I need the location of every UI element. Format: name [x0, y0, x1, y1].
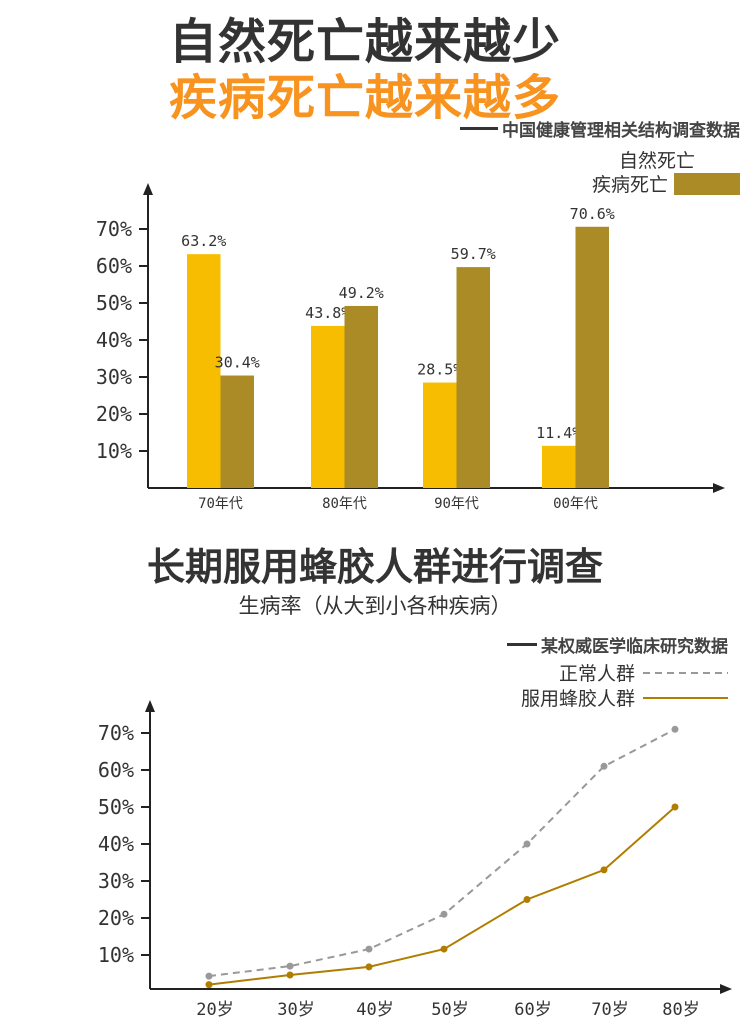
y-tick-label: 30%: [98, 869, 134, 893]
y-tick-label: 60%: [98, 758, 134, 782]
data-label: 59.7%: [451, 245, 496, 263]
source-dash: [507, 643, 537, 646]
section-subtitle: 生病率（从大到小各种疾病）: [238, 594, 512, 618]
x-tick-label: 80岁: [662, 1000, 699, 1020]
y-tick-label: 30%: [96, 365, 132, 389]
x-tick-label: 80年代: [322, 496, 367, 512]
bar: [344, 305, 378, 488]
y-tick-label: 10%: [98, 943, 134, 967]
data-point: [286, 971, 294, 979]
bar: [575, 226, 609, 488]
bar: [311, 325, 345, 488]
x-tick-label: 70年代: [198, 496, 243, 512]
y-tick-label: 70%: [96, 217, 132, 241]
data-point: [205, 972, 213, 980]
legend-label: 正常人群: [558, 663, 635, 685]
data-point: [365, 945, 373, 953]
y-tick-label: 10%: [96, 439, 132, 463]
y-tick-label: 40%: [96, 328, 132, 352]
bar: [456, 267, 490, 488]
x-tick-label: 50岁: [431, 1000, 468, 1020]
source-note-1: 中国健康管理相关结构调查数据: [460, 116, 740, 141]
data-point: [671, 803, 679, 811]
x-tick-label: 20岁: [196, 1000, 233, 1020]
x-tick-label: 30岁: [277, 1000, 314, 1020]
y-tick-label: 50%: [98, 795, 134, 819]
data-label: 63.2%: [181, 232, 226, 250]
section-title: 长期服用蜂胶人群进行调查: [146, 545, 603, 589]
bar: [187, 254, 221, 488]
data-label: 70.6%: [570, 205, 615, 223]
source-text: 某权威医学临床研究数据: [541, 637, 728, 657]
y-tick-label: 50%: [96, 291, 132, 315]
data-point: [440, 945, 448, 953]
data-point: [523, 840, 531, 848]
y-tick-label: 20%: [98, 906, 134, 930]
legend-label: 疾病死亡: [591, 174, 668, 196]
data-point: [600, 762, 608, 770]
legend-swatch: [674, 172, 740, 195]
y-axis-arrow: [145, 700, 155, 712]
x-axis-arrow: [720, 984, 732, 994]
y-axis-arrow: [143, 183, 153, 195]
bar: [423, 382, 457, 488]
data-label: 43.8%: [305, 304, 350, 322]
y-tick-label: 40%: [98, 832, 134, 856]
data-point: [600, 866, 608, 874]
main-title: 自然死亡越来越少: [168, 14, 561, 70]
bar: [542, 445, 576, 488]
y-tick-label: 60%: [96, 254, 132, 278]
data-point: [286, 962, 294, 970]
legend-normal: 正常人群: [559, 659, 728, 686]
data-label: 11.4%: [536, 424, 581, 442]
x-tick-label: 70岁: [591, 1000, 628, 1020]
series-line: [208, 806, 676, 986]
legend-label: 服用蜂胶人群: [520, 688, 635, 710]
data-point: [523, 896, 531, 903]
legend-propolis: 服用蜂胶人群: [521, 684, 728, 711]
data-label: 30.4%: [215, 354, 260, 372]
data-label: 28.5%: [417, 361, 462, 379]
legend-label: 自然死亡: [618, 150, 695, 172]
source-dash: [460, 127, 498, 130]
main-subtitle-orange: 疾病死亡越来越多: [168, 70, 561, 126]
y-tick-label: 20%: [96, 402, 132, 426]
source-text: 中国健康管理相关结构调查数据: [502, 121, 740, 141]
data-point: [365, 963, 373, 971]
x-tick-label: 60岁: [514, 1000, 551, 1020]
legend-disease: 疾病死亡: [592, 170, 740, 197]
y-tick-label: 70%: [98, 721, 134, 745]
data-point: [671, 725, 679, 733]
x-tick-label: 90年代: [434, 496, 479, 512]
x-tick-label: 00年代: [553, 496, 598, 512]
x-axis-arrow: [713, 483, 725, 493]
source-note-2: 某权威医学临床研究数据: [507, 632, 728, 657]
legend-natural: 自然死亡: [619, 146, 695, 173]
data-point: [205, 981, 213, 989]
bar: [220, 375, 254, 488]
data-label: 49.2%: [339, 284, 384, 302]
data-point: [440, 910, 448, 918]
x-tick-label: 40岁: [356, 1000, 393, 1020]
